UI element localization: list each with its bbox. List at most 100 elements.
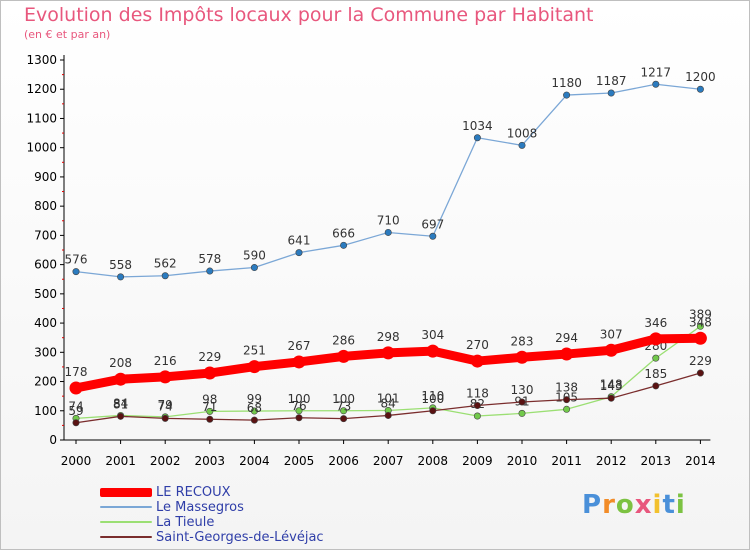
x-tick-label: 2007: [373, 454, 404, 468]
data-point: [429, 407, 437, 415]
data-label: 118: [466, 387, 489, 401]
x-tick-label: 2000: [61, 454, 92, 468]
data-label: 130: [511, 383, 534, 397]
data-label: 148: [600, 378, 623, 392]
data-label: 84: [381, 396, 396, 410]
data-label: 101: [377, 391, 400, 405]
data-point: [206, 415, 214, 423]
chart-title: Evolution des Impôts locaux pour la Comm…: [24, 4, 594, 26]
data-label: 1180: [551, 76, 582, 90]
data-label: 76: [291, 399, 306, 413]
data-point: [696, 85, 704, 93]
data-point: [604, 343, 618, 357]
legend-swatch: [100, 506, 152, 508]
data-point: [563, 396, 571, 404]
data-label: 710: [377, 213, 400, 227]
data-label: 74: [158, 399, 173, 413]
data-point: [72, 268, 80, 276]
data-label: 697: [421, 217, 444, 231]
data-label: 348: [689, 315, 712, 329]
data-point: [426, 344, 440, 358]
data-label: 100: [288, 392, 311, 406]
legend-swatch: [100, 488, 152, 497]
data-point: [72, 419, 80, 427]
data-label: 1200: [685, 70, 716, 84]
logo-letter: t: [662, 490, 676, 520]
logo-letter: o: [615, 490, 635, 520]
y-tick-label: 300: [34, 345, 57, 359]
y-tick-label: 800: [34, 199, 57, 213]
data-point: [206, 407, 214, 415]
data-point: [607, 394, 615, 402]
data-label: 73: [336, 400, 351, 414]
data-label: 270: [466, 338, 489, 352]
data-point: [473, 402, 481, 410]
data-point: [518, 409, 526, 417]
data-point: [203, 366, 217, 380]
legend-item-saint-georges: Saint-Georges-de-Lévéjac: [100, 530, 400, 545]
data-point: [429, 232, 437, 240]
data-point: [250, 416, 258, 424]
data-label: 99: [247, 392, 262, 406]
y-tick-label: 1000: [26, 141, 57, 155]
data-label: 389: [689, 307, 712, 321]
proxiti-logo: Proxiti: [582, 490, 686, 520]
x-tick-label: 2002: [150, 454, 181, 468]
data-point: [696, 322, 704, 330]
data-point: [518, 141, 526, 149]
data-point: [295, 414, 303, 422]
data-label: 229: [198, 350, 221, 364]
data-point: [473, 134, 481, 142]
data-label: 100: [332, 392, 355, 406]
y-tick-label: 200: [34, 375, 57, 389]
x-tick-label: 2003: [195, 454, 226, 468]
data-label: 307: [600, 327, 623, 341]
data-point: [247, 360, 261, 374]
data-point: [473, 412, 481, 420]
data-label: 74: [68, 399, 83, 413]
data-point: [337, 349, 351, 363]
data-point: [117, 412, 125, 420]
data-label: 304: [421, 328, 444, 342]
legend-item-le-massegros: Le Massegros: [100, 500, 400, 515]
data-label: 81: [113, 397, 128, 411]
x-tick-label: 2014: [685, 454, 716, 468]
data-label: 283: [511, 334, 534, 348]
logo-letter: i: [675, 490, 686, 520]
data-label: 216: [154, 354, 177, 368]
data-point: [295, 407, 303, 415]
legend: LE RECOUX Le Massegros La Tieule Saint-G…: [100, 485, 400, 545]
data-point: [563, 405, 571, 413]
series-line: [75, 83, 702, 278]
data-point: [161, 414, 169, 422]
data-label: 1187: [596, 74, 627, 88]
x-tick-label: 2005: [284, 454, 315, 468]
data-point: [560, 347, 574, 361]
x-tick-label: 2001: [105, 454, 136, 468]
y-tick-label: 500: [34, 287, 57, 301]
data-label: 298: [377, 330, 400, 344]
data-label: 185: [644, 367, 667, 381]
data-point: [696, 369, 704, 377]
x-tick-label: 2011: [551, 454, 582, 468]
data-point: [158, 370, 172, 384]
logo-letter: i: [652, 490, 663, 520]
data-point: [693, 331, 707, 345]
data-point: [250, 407, 258, 415]
data-label: 251: [243, 344, 266, 358]
data-point: [381, 346, 395, 360]
data-label: 562: [154, 257, 177, 271]
data-point: [563, 91, 571, 99]
x-tick-label: 2008: [418, 454, 449, 468]
data-label: 110: [421, 389, 444, 403]
data-label: 98: [202, 392, 217, 406]
legend-item-la-tieule: La Tieule: [100, 515, 400, 530]
data-point: [384, 411, 392, 419]
data-point: [607, 89, 615, 97]
x-tick-label: 2004: [239, 454, 270, 468]
logo-letter: P: [582, 490, 603, 520]
data-label: 641: [288, 234, 311, 248]
y-tick-label: 0: [49, 433, 57, 447]
y-tick-label: 900: [34, 170, 57, 184]
